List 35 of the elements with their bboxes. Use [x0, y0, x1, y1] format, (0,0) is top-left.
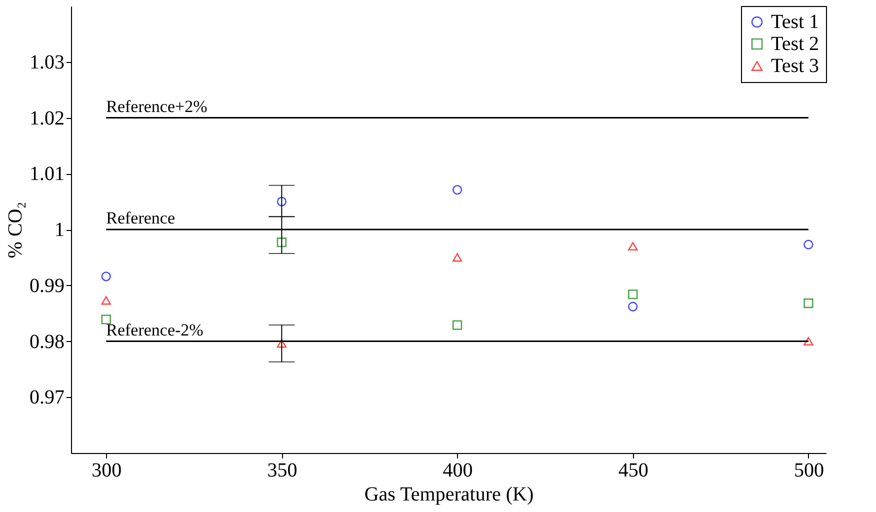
ref-line-label: Reference+2% [106, 96, 208, 116]
x-tick-label: 350 [267, 460, 298, 482]
point [452, 320, 462, 330]
point [628, 302, 638, 312]
point [276, 339, 287, 348]
ref-line-label: Reference-2% [106, 320, 204, 340]
point [101, 296, 111, 305]
point [628, 242, 638, 251]
point [628, 289, 638, 300]
x-tick-label: 400 [442, 460, 473, 482]
point [452, 185, 462, 195]
y-axis-title: % CO₂ [4, 202, 26, 258]
point [804, 298, 814, 308]
legend-label: Test 1 [771, 11, 820, 33]
y-tick-label: 1 [54, 219, 64, 241]
point [804, 240, 814, 250]
x-axis-title: Gas Temperature (K) [364, 484, 534, 506]
x-tick-label: 300 [92, 460, 122, 482]
point [452, 253, 462, 262]
point [101, 272, 111, 282]
y-tick-label: 1.03 [30, 51, 64, 74]
y-tick-label: 1.01 [30, 163, 64, 186]
point [804, 336, 814, 346]
y-tick-label: 0.98 [30, 330, 64, 353]
legend-label: Test 3 [771, 55, 820, 77]
legend-label: Test 2 [771, 33, 820, 55]
y-tick-label: 0.97 [30, 386, 64, 409]
x-tick-label: 450 [618, 460, 648, 482]
ref-line-label: Reference [106, 208, 176, 228]
point [101, 314, 111, 324]
x-tick-label: 500 [794, 460, 824, 482]
point [276, 238, 287, 248]
point [276, 196, 287, 206]
y-tick-label: 0.99 [30, 274, 64, 297]
y-tick-label: 1.02 [30, 107, 64, 130]
